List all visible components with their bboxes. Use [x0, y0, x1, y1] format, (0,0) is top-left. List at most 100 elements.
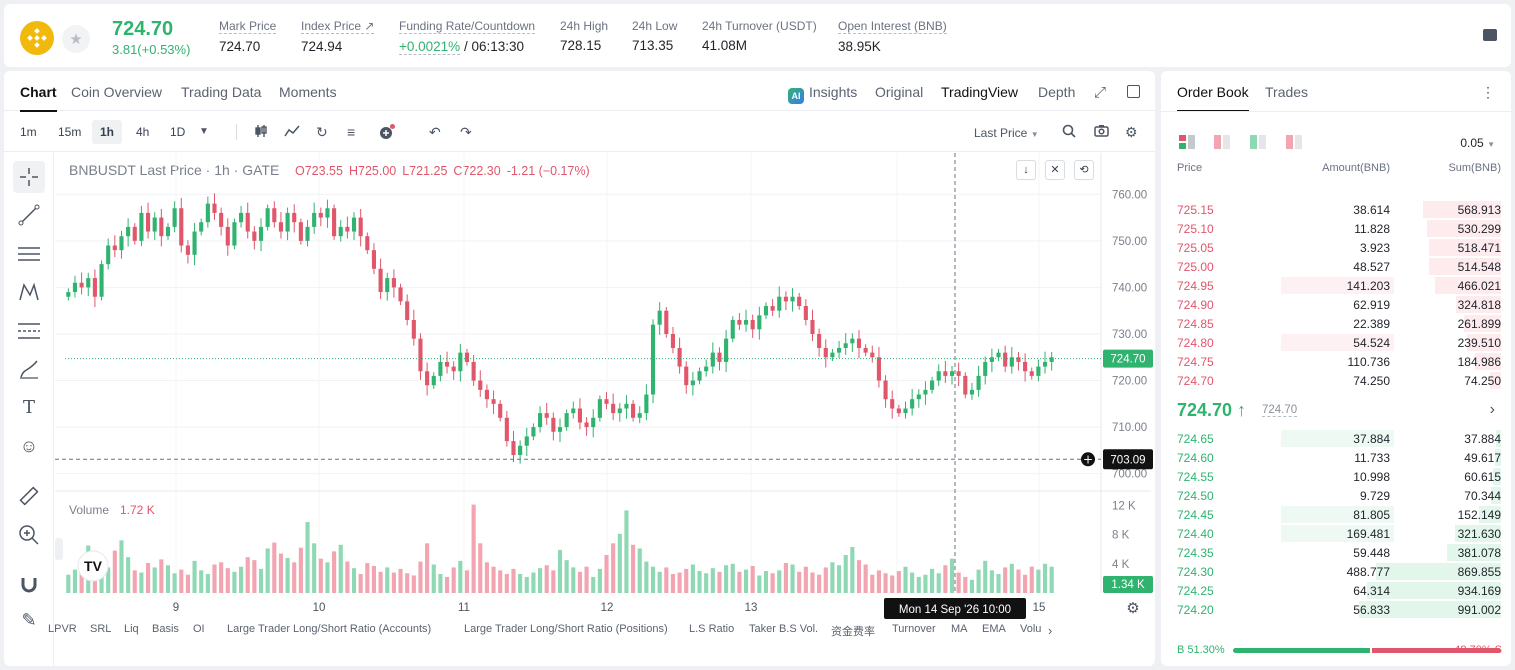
pencil-lock-tool-icon[interactable]: ✎: [21, 609, 37, 630]
search-icon[interactable]: [1062, 124, 1076, 141]
indicator-item[interactable]: MA: [951, 623, 968, 635]
volume-bar: [411, 575, 416, 593]
indicator-item[interactable]: Large Trader Long/Short Ratio (Positions…: [464, 623, 668, 635]
collapse-icon[interactable]: ✕: [1045, 160, 1065, 180]
bid-row[interactable]: 724.45 81.805 152.149: [1161, 505, 1511, 524]
ask-row[interactable]: 724.80 54.524 239.510: [1161, 333, 1511, 352]
tab-chart[interactable]: Chart: [20, 84, 57, 112]
ask-row[interactable]: 725.00 48.527 514.548: [1161, 257, 1511, 276]
bid-row[interactable]: 724.25 64.314 934.169: [1161, 581, 1511, 600]
candle-body: [1016, 357, 1021, 362]
tab-coin-overview[interactable]: Coin Overview: [71, 84, 163, 100]
timeframe-1m[interactable]: 1m: [20, 125, 37, 139]
tab-insights[interactable]: AI Insights: [788, 84, 857, 104]
favorite-star-icon[interactable]: ★: [62, 25, 90, 53]
indicator-item[interactable]: L.S Ratio: [689, 623, 735, 635]
tab-trading-data[interactable]: Trading Data: [181, 84, 262, 100]
timeframe-1h[interactable]: 1h: [92, 120, 123, 144]
tick-size-select[interactable]: 0.05 ▼: [1460, 136, 1495, 150]
timeframe-dropdown-icon[interactable]: ▼: [199, 126, 209, 137]
timeframe-4h[interactable]: 4h: [136, 125, 150, 139]
ask-row[interactable]: 724.85 22.389 261.899: [1161, 314, 1511, 333]
indicator-item[interactable]: Liq: [124, 623, 139, 635]
indicator-item[interactable]: Basis: [152, 623, 179, 635]
bid-row[interactable]: 724.30 488.777 869.855: [1161, 562, 1511, 581]
order-amount: 56.833: [1353, 603, 1390, 617]
indicator-item[interactable]: Turnover: [892, 623, 936, 635]
emoji-tool-icon[interactable]: ☺: [19, 435, 39, 456]
ask-row[interactable]: 724.90 62.919 324.818: [1161, 295, 1511, 314]
stat-label: 24h Low: [632, 19, 678, 33]
indicator-item[interactable]: Taker B.S Vol.: [749, 623, 819, 635]
price-source-select[interactable]: Last Price ▼: [974, 126, 1039, 140]
more-options-icon[interactable]: ⋮: [1481, 84, 1495, 100]
crosshair-tool-icon[interactable]: [13, 161, 45, 193]
indicator-item[interactable]: LPVR: [48, 623, 77, 635]
view-depth-icon[interactable]: [1286, 135, 1302, 154]
brush-tool-icon[interactable]: [13, 353, 45, 385]
reset-view-icon[interactable]: ⟲: [1074, 160, 1094, 180]
order-amount: 9.729: [1359, 489, 1390, 503]
timeframe-15m[interactable]: 15m: [58, 125, 82, 139]
bid-row[interactable]: 724.35 59.448 381.078: [1161, 543, 1511, 562]
settings-gear-icon[interactable]: ⚙: [1125, 124, 1138, 140]
candle-type-icon[interactable]: [254, 124, 268, 141]
chevron-right-icon[interactable]: ›: [1048, 623, 1053, 638]
indicator-item[interactable]: SRL: [90, 623, 112, 635]
tab-tradingview[interactable]: TradingView: [941, 84, 1019, 100]
bid-row[interactable]: 724.20 56.833 991.002: [1161, 600, 1511, 619]
view-asks-icon[interactable]: [1214, 135, 1230, 154]
ask-row[interactable]: 724.75 110.736 184.986: [1161, 352, 1511, 371]
bid-row[interactable]: 724.55 10.998 60.615: [1161, 467, 1511, 486]
indicator-item[interactable]: OI: [193, 623, 205, 635]
bid-row[interactable]: 724.60 11.733 49.617: [1161, 448, 1511, 467]
indicator-item[interactable]: 资金费率: [831, 626, 875, 638]
stat-index-price[interactable]: Index Price ↗ 724.94: [301, 19, 375, 54]
indicators-icon[interactable]: [284, 124, 300, 141]
bid-row[interactable]: 724.50 9.729 70.344: [1161, 486, 1511, 505]
expand-icon[interactable]: ⤢: [1094, 84, 1107, 101]
refresh-icon[interactable]: ↻: [316, 124, 328, 140]
timeframe-1d[interactable]: 1D: [170, 125, 186, 139]
ask-row[interactable]: 724.95 141.203 466.021: [1161, 276, 1511, 295]
chevron-right-icon[interactable]: ›: [1489, 401, 1495, 418]
indicator-item[interactable]: Volu: [1020, 623, 1042, 635]
redo-icon[interactable]: ↷: [460, 124, 472, 140]
volume-last-label: 1.34 K: [1111, 579, 1145, 591]
scroll-down-icon[interactable]: ↓: [1016, 160, 1036, 180]
ask-row[interactable]: 725.05 3.923 518.471: [1161, 238, 1511, 257]
undo-icon[interactable]: ↶: [429, 124, 441, 140]
ruler-tool-icon[interactable]: [13, 480, 45, 512]
template-icon[interactable]: ≡: [347, 124, 356, 140]
ask-row[interactable]: 725.15 38.614 568.913: [1161, 200, 1511, 219]
volume-tick-label: 12 K: [1112, 500, 1136, 512]
book-icon[interactable]: [1483, 29, 1497, 41]
bid-row[interactable]: 724.65 37.884 37.884: [1161, 429, 1511, 448]
candle-body: [504, 417, 509, 442]
view-bids-icon[interactable]: [1250, 135, 1266, 154]
zoom-in-tool-icon[interactable]: [13, 519, 45, 551]
view-both-icon[interactable]: [1179, 135, 1195, 154]
price-chart[interactable]: 760.00 750.00 740.00 730.00 720.00 710.00 700.…: [55, 153, 1155, 623]
tab-moments[interactable]: Moments: [279, 84, 337, 100]
camera-icon[interactable]: [1094, 124, 1109, 140]
pattern-tool-icon[interactable]: [13, 276, 45, 308]
window-icon[interactable]: [1127, 85, 1140, 98]
indicator-item[interactable]: Large Trader Long/Short Ratio (Accounts): [227, 623, 432, 635]
indicator-item[interactable]: EMA: [982, 623, 1006, 635]
trend-line-tool-icon[interactable]: [13, 199, 45, 231]
horizontal-lines-tool-icon[interactable]: [13, 238, 45, 270]
bid-row[interactable]: 724.40 169.481 321.630: [1161, 524, 1511, 543]
tab-trades[interactable]: Trades: [1265, 84, 1309, 100]
tab-order-book[interactable]: Order Book: [1177, 84, 1249, 112]
text-tool-icon[interactable]: T: [22, 396, 35, 418]
stat-24h-low: 24h Low 713.35: [632, 19, 677, 53]
ask-row[interactable]: 725.10 11.828 530.299: [1161, 219, 1511, 238]
ask-row[interactable]: 724.70 74.250 74.250: [1161, 371, 1511, 390]
volume-bar: [650, 566, 656, 593]
tab-depth[interactable]: Depth: [1038, 84, 1076, 100]
tab-original[interactable]: Original: [875, 84, 924, 100]
fib-tool-icon[interactable]: [13, 315, 45, 347]
magnet-tool-icon[interactable]: [13, 568, 45, 600]
add-indicator-icon[interactable]: [379, 124, 395, 143]
